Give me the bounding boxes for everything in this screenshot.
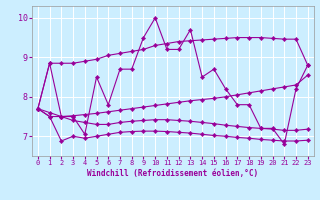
X-axis label: Windchill (Refroidissement éolien,°C): Windchill (Refroidissement éolien,°C) [87, 169, 258, 178]
